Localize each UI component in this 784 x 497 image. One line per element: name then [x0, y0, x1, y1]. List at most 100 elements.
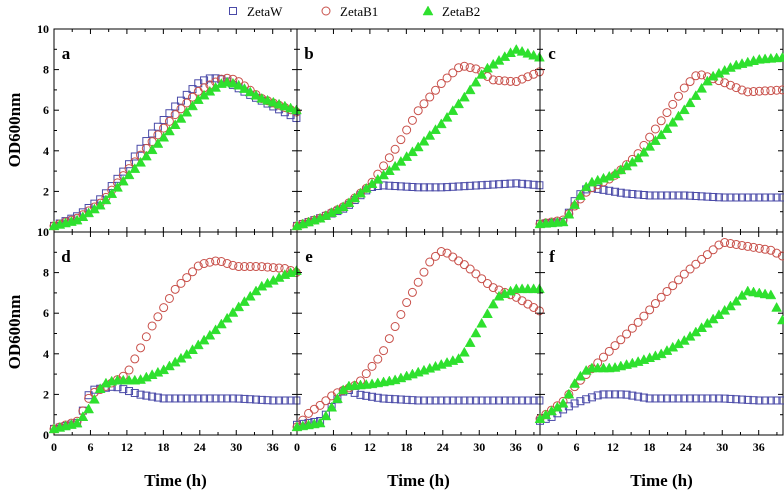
data-point [482, 309, 492, 318]
data-point [368, 362, 376, 370]
x-tick-label: 12 [364, 440, 376, 454]
series-zetab2 [292, 45, 544, 230]
legend-marker-zetaw [230, 8, 237, 15]
x-tick-label: 6 [87, 440, 93, 454]
data-point [316, 401, 324, 409]
data-point [437, 248, 445, 256]
data-point [465, 338, 475, 347]
data-point [755, 244, 763, 252]
x-tick-label: 30 [716, 440, 728, 454]
data-point [744, 242, 752, 250]
x-tick-label: 6 [573, 440, 579, 454]
y-tick-label: 8 [43, 266, 49, 280]
x-tick-label: 30 [230, 440, 242, 454]
data-point [305, 409, 313, 417]
data-point [408, 116, 416, 124]
data-point [160, 304, 168, 312]
data-point [738, 241, 746, 249]
data-point [772, 302, 782, 311]
y-tick-label: 8 [43, 63, 49, 77]
data-point [761, 245, 769, 253]
x-tick-label: 18 [643, 440, 655, 454]
x-tick-label: 6 [330, 440, 336, 454]
data-point [646, 133, 654, 141]
x-tick-label: 24 [437, 440, 449, 454]
series-zetaw [294, 180, 543, 230]
panel-label-e: e [305, 247, 313, 266]
x-axis-title-1: Time (h) [144, 471, 207, 490]
x-tick-label: 18 [157, 440, 169, 454]
data-point [403, 299, 411, 307]
series-zetaw [537, 391, 784, 424]
panel-b: b [292, 29, 544, 232]
data-point [374, 355, 382, 363]
y-tick-label: 4 [43, 144, 49, 158]
data-point [777, 315, 784, 324]
panel-label-f: f [549, 247, 555, 266]
y-tick-label: 6 [43, 306, 49, 320]
data-point [131, 355, 139, 363]
data-point [397, 310, 405, 318]
data-point [137, 344, 145, 352]
data-point [397, 136, 405, 144]
data-point [385, 154, 393, 162]
data-point [675, 92, 683, 100]
x-tick-label: 36 [510, 440, 522, 454]
y-axis-title-bottom: OD600nm [5, 295, 24, 370]
data-point [165, 294, 173, 302]
x-axis-title-2: Time (h) [387, 471, 450, 490]
data-point [732, 240, 740, 248]
data-point [385, 335, 393, 343]
data-point [449, 253, 457, 261]
panel-label-a: a [62, 44, 71, 63]
data-point [750, 243, 758, 251]
panel-label-b: b [304, 44, 313, 63]
x-tick-label: 24 [680, 440, 692, 454]
data-point [443, 249, 451, 257]
data-point [459, 347, 469, 356]
x-tick-label: 12 [121, 440, 133, 454]
data-point [403, 126, 411, 134]
data-point [651, 125, 659, 133]
panel-frame [297, 232, 540, 435]
data-point [310, 405, 318, 413]
data-point [426, 93, 434, 101]
legend-marker-zetab1 [322, 7, 330, 15]
data-point [391, 323, 399, 331]
legend-entry-zetab2: ZetaB2 [423, 4, 480, 19]
legend-marker-zetab2 [423, 6, 433, 15]
y-tick-label: 10 [37, 225, 49, 239]
data-point [460, 261, 468, 269]
series-zetab2 [535, 52, 784, 227]
x-axis-title-3: Time (h) [630, 471, 693, 490]
data-point [206, 258, 214, 266]
y-tick-label: 2 [43, 184, 49, 198]
data-point [432, 86, 440, 94]
data-point [680, 84, 688, 92]
y-tick-label: 2 [43, 387, 49, 401]
series-zetab2 [292, 284, 544, 431]
x-tick-label: 0 [51, 440, 57, 454]
data-point [651, 300, 659, 308]
x-tick-label: 30 [473, 440, 485, 454]
data-point [634, 318, 642, 326]
data-point [646, 306, 654, 314]
panel-c: c [535, 29, 784, 232]
data-point [477, 318, 487, 327]
data-point [471, 328, 481, 337]
legend-label-zetab1: ZetaB1 [340, 4, 378, 19]
data-point [408, 288, 416, 296]
x-tick-label: 0 [294, 440, 300, 454]
data-point [466, 64, 474, 72]
data-point [165, 117, 173, 125]
y-tick-label: 10 [37, 22, 49, 36]
data-point [460, 62, 468, 70]
data-point [420, 100, 428, 108]
x-tick-label: 24 [194, 440, 206, 454]
panel-label-d: d [61, 247, 71, 266]
